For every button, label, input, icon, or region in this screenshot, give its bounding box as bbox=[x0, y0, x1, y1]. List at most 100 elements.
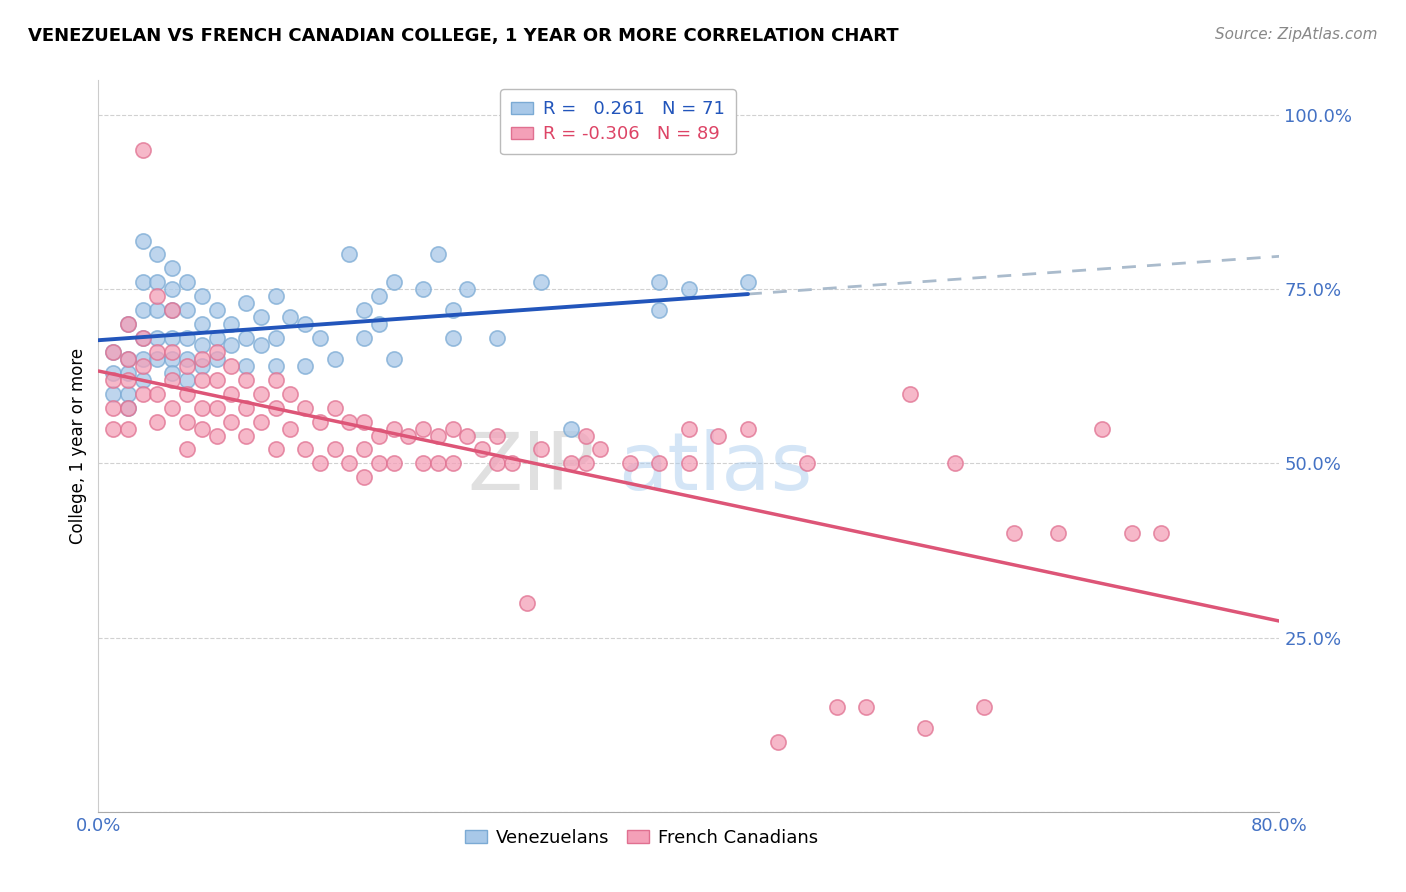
Point bbox=[176, 359, 198, 373]
Point bbox=[132, 373, 155, 387]
Point bbox=[264, 373, 287, 387]
Point bbox=[146, 289, 169, 303]
Point bbox=[132, 303, 155, 318]
Point bbox=[486, 457, 509, 471]
Point bbox=[900, 386, 922, 401]
Point bbox=[530, 275, 553, 289]
Point bbox=[264, 359, 287, 373]
Point bbox=[162, 345, 183, 359]
Point bbox=[162, 401, 183, 415]
Point bbox=[205, 373, 228, 387]
Point bbox=[516, 596, 538, 610]
Point bbox=[575, 428, 598, 442]
Point bbox=[441, 457, 464, 471]
Point bbox=[796, 457, 818, 471]
Text: atlas: atlas bbox=[619, 429, 813, 507]
Point bbox=[117, 351, 139, 366]
Point bbox=[323, 351, 346, 366]
Point bbox=[737, 421, 759, 435]
Point bbox=[264, 331, 287, 345]
Point bbox=[221, 338, 243, 352]
Point bbox=[117, 317, 139, 331]
Point bbox=[221, 317, 243, 331]
Point bbox=[176, 386, 198, 401]
Point bbox=[176, 415, 198, 429]
Point bbox=[501, 457, 523, 471]
Point bbox=[235, 296, 257, 310]
Point bbox=[146, 247, 169, 261]
Point bbox=[176, 351, 198, 366]
Point bbox=[1150, 526, 1173, 541]
Point bbox=[235, 373, 257, 387]
Point bbox=[103, 345, 125, 359]
Point bbox=[280, 421, 302, 435]
Point bbox=[250, 415, 273, 429]
Point bbox=[235, 428, 257, 442]
Point bbox=[146, 415, 169, 429]
Point bbox=[191, 359, 214, 373]
Point bbox=[707, 428, 730, 442]
Point bbox=[264, 442, 287, 457]
Point bbox=[1046, 526, 1070, 541]
Point bbox=[176, 275, 198, 289]
Point bbox=[294, 359, 316, 373]
Point bbox=[103, 373, 125, 387]
Point bbox=[382, 421, 405, 435]
Point bbox=[191, 351, 214, 366]
Point bbox=[457, 282, 479, 296]
Point bbox=[162, 303, 183, 318]
Point bbox=[294, 401, 316, 415]
Point bbox=[1002, 526, 1025, 541]
Point bbox=[103, 366, 125, 380]
Point bbox=[648, 303, 671, 318]
Point bbox=[412, 421, 434, 435]
Point bbox=[221, 359, 243, 373]
Point bbox=[191, 317, 214, 331]
Point bbox=[648, 457, 671, 471]
Point bbox=[162, 366, 183, 380]
Point bbox=[619, 457, 641, 471]
Point bbox=[191, 401, 214, 415]
Point bbox=[235, 401, 257, 415]
Point bbox=[191, 373, 214, 387]
Point bbox=[486, 428, 509, 442]
Point bbox=[457, 428, 479, 442]
Point bbox=[678, 282, 700, 296]
Point bbox=[117, 317, 139, 331]
Point bbox=[427, 428, 450, 442]
Text: VENEZUELAN VS FRENCH CANADIAN COLLEGE, 1 YEAR OR MORE CORRELATION CHART: VENEZUELAN VS FRENCH CANADIAN COLLEGE, 1… bbox=[28, 27, 898, 45]
Point bbox=[914, 721, 936, 735]
Point bbox=[427, 457, 450, 471]
Point bbox=[353, 303, 375, 318]
Point bbox=[162, 261, 183, 276]
Point bbox=[353, 442, 375, 457]
Point bbox=[294, 442, 316, 457]
Point bbox=[162, 331, 183, 345]
Point bbox=[146, 351, 169, 366]
Point bbox=[339, 247, 361, 261]
Point bbox=[678, 457, 700, 471]
Point bbox=[117, 386, 139, 401]
Text: Source: ZipAtlas.com: Source: ZipAtlas.com bbox=[1215, 27, 1378, 42]
Point bbox=[589, 442, 612, 457]
Point bbox=[162, 282, 183, 296]
Point bbox=[176, 331, 198, 345]
Point bbox=[486, 331, 509, 345]
Point bbox=[117, 401, 139, 415]
Point bbox=[560, 421, 582, 435]
Point bbox=[368, 317, 391, 331]
Point bbox=[368, 457, 391, 471]
Point bbox=[382, 275, 405, 289]
Point bbox=[191, 338, 214, 352]
Point bbox=[205, 331, 228, 345]
Point bbox=[205, 401, 228, 415]
Y-axis label: College, 1 year or more: College, 1 year or more bbox=[69, 348, 87, 544]
Point bbox=[1091, 421, 1114, 435]
Point bbox=[132, 359, 155, 373]
Point bbox=[309, 457, 332, 471]
Point bbox=[117, 373, 139, 387]
Point bbox=[766, 735, 789, 749]
Point bbox=[339, 415, 361, 429]
Point bbox=[132, 275, 155, 289]
Point bbox=[146, 386, 169, 401]
